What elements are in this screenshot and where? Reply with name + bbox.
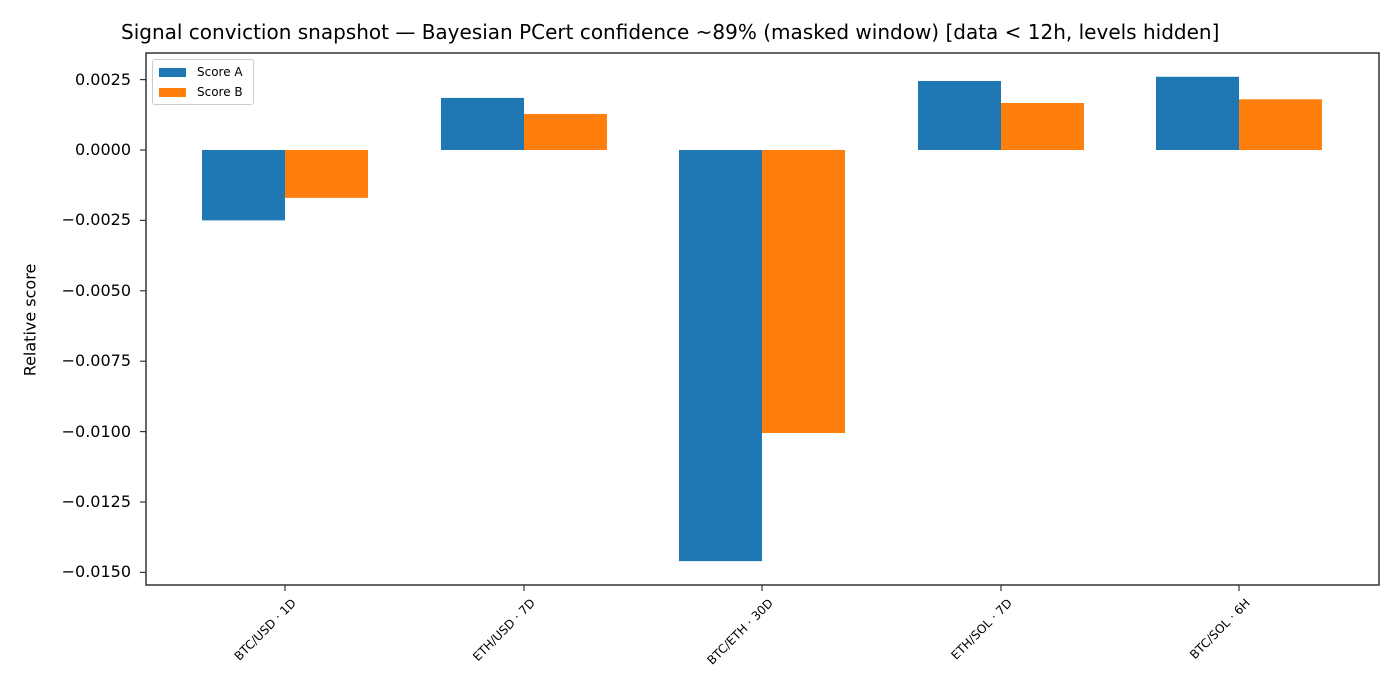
x-ticks [284,585,1240,591]
y-tick-label: −0.0125 [61,492,131,511]
legend-item-score-b: Score B [159,85,243,99]
y-tick-label: −0.0150 [61,562,131,582]
bar-score-a [918,81,1001,150]
bar-series [202,76,1322,562]
bar-score-b [1001,102,1084,150]
bar-score-a [202,150,285,221]
legend-label: Score B [197,85,243,99]
bar-score-b [762,150,845,434]
legend-swatch-score-a [159,67,186,77]
legend-item-score-a: Score A [159,65,243,79]
bar-score-b [285,150,368,198]
bar-score-a [441,97,524,150]
bar-score-a [679,150,762,562]
legend: Score A Score B [152,59,254,105]
y-tick-label: 0.0000 [75,140,131,159]
legend-label: Score A [197,65,243,79]
y-ticks [140,78,146,574]
y-tick-label: 0.0025 [75,69,131,89]
chart-title: Signal conviction snapshot — Bayesian PC… [121,20,1220,44]
bar-score-b [1239,99,1322,150]
y-tick-label: −0.0025 [61,210,131,230]
bar-score-a [1156,76,1239,150]
legend-swatch-score-b [159,87,186,97]
bar-score-b [524,113,607,150]
y-tick-label: −0.0100 [61,421,131,441]
y-tick-label: −0.0075 [61,351,131,371]
y-tick-label: −0.0050 [61,280,131,300]
